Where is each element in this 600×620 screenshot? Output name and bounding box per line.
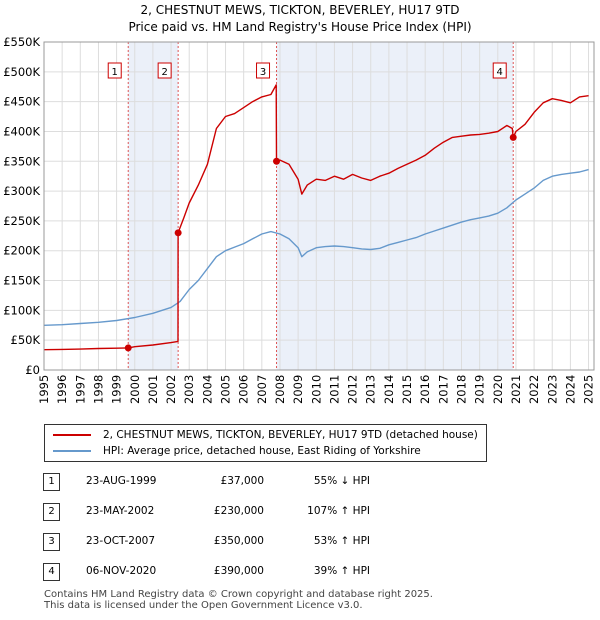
title-line-2: Price paid vs. HM Land Registry's House … — [128, 20, 472, 34]
sale-row: 1 23-AUG-1999 £37,000 55% ↓ HPI — [0, 472, 600, 492]
y-tick-label: £100K — [3, 303, 40, 317]
sale-price: £37,000 — [220, 475, 264, 487]
sale-point — [273, 157, 281, 165]
sale-price: £390,000 — [213, 565, 264, 577]
sale-date: 23-OCT-2007 — [86, 535, 155, 547]
x-tick-label: 2002 — [164, 375, 178, 404]
sale-number-badge: 4 — [43, 563, 60, 581]
x-tick-label: 2010 — [309, 375, 323, 404]
sale-marker-badge: 3 — [256, 62, 271, 79]
sale-point — [174, 229, 182, 237]
x-tick-label: 1997 — [73, 375, 87, 404]
footer-line-2: This data is licensed under the Open Gov… — [44, 600, 363, 611]
sale-marker-label: 3 — [260, 67, 266, 78]
sale-point — [509, 133, 517, 141]
legend-item-hpi: HPI: Average price, detached house, East… — [53, 443, 421, 459]
legend-label-hpi: HPI: Average price, detached house, East… — [103, 445, 421, 457]
price-chart: 1 2 3 4 £0 £50K £100K £150K £200K £250K £300K £350… — [3, 35, 596, 404]
sale-hpi-change: 53% ↑ HPI — [313, 535, 370, 547]
x-tick-label: 2009 — [291, 375, 305, 404]
footer-line-1: Contains HM Land Registry data © Crown c… — [44, 589, 433, 600]
x-tick-label: 2022 — [527, 375, 541, 404]
legend-label-property: 2, CHESTNUT MEWS, TICKTON, BEVERLEY, HU1… — [103, 429, 478, 441]
x-tick-label: 2024 — [563, 375, 577, 404]
title-line-1: 2, CHESTNUT MEWS, TICKTON, BEVERLEY, HU1… — [140, 3, 460, 17]
y-tick-label: £500K — [3, 65, 40, 79]
x-tick-label: 2017 — [436, 375, 450, 404]
sale-marker-box — [107, 62, 122, 79]
x-tick-label: 2019 — [473, 375, 487, 404]
sale-hpi-change: 107% ↑ HPI — [307, 505, 370, 517]
sale-point — [124, 344, 132, 352]
x-tick-label: 1995 — [37, 375, 51, 404]
x-tick-label: 2021 — [509, 375, 523, 404]
x-tick-label: 2015 — [400, 375, 414, 404]
shaded-period — [276, 42, 514, 370]
plot-area-border — [43, 41, 595, 371]
x-tick-label: 2012 — [346, 375, 360, 404]
sale-row: 2 23-MAY-2002 £230,000 107% ↑ HPI — [0, 502, 600, 522]
x-tick-label: 2016 — [418, 375, 432, 404]
x-tick-label: 2025 — [582, 375, 596, 404]
sale-marker-box — [492, 62, 507, 79]
x-tick-label: 1998 — [91, 375, 105, 404]
sale-marker-badge: 1 — [107, 62, 122, 79]
chart-title: 2, CHESTNUT MEWS, TICKTON, BEVERLEY, HU1… — [0, 2, 600, 36]
sale-date: 23-AUG-1999 — [86, 475, 157, 487]
y-tick-label: £50K — [11, 333, 41, 347]
x-tick-label: 2000 — [128, 375, 142, 404]
y-tick-label: £0 — [25, 363, 40, 377]
sale-price: £350,000 — [213, 535, 264, 547]
y-tick-label: £550K — [3, 35, 40, 49]
sale-marker-badge: 2 — [157, 62, 172, 79]
x-tick-label: 2018 — [454, 375, 468, 404]
legend-item-property: 2, CHESTNUT MEWS, TICKTON, BEVERLEY, HU1… — [53, 427, 478, 443]
sale-price: £230,000 — [213, 505, 264, 517]
y-tick-label: £400K — [3, 124, 40, 138]
x-tick-label: 2003 — [182, 375, 196, 404]
x-tick-label: 2006 — [237, 375, 251, 404]
sale-marker-box — [157, 62, 172, 79]
x-tick-label: 1996 — [55, 375, 69, 404]
hpi-line — [43, 168, 589, 326]
x-tick-label: 2014 — [382, 375, 396, 404]
sale-hpi-change: 39% ↑ HPI — [313, 565, 370, 577]
y-tick-label: £250K — [3, 214, 40, 228]
x-tick-label: 2007 — [255, 375, 269, 404]
sale-marker-label: 1 — [112, 67, 118, 78]
x-tick-label: 2020 — [491, 375, 505, 404]
legend-swatch-hpi — [53, 450, 91, 452]
chart-legend: 2, CHESTNUT MEWS, TICKTON, BEVERLEY, HU1… — [44, 424, 487, 462]
sale-number-badge: 3 — [43, 533, 60, 551]
sale-marker-label: 2 — [161, 67, 167, 78]
x-tick-label: 2011 — [327, 375, 341, 404]
sale-marker-badge: 4 — [492, 62, 507, 79]
sale-number-badge: 2 — [43, 503, 60, 521]
x-tick-label: 2008 — [273, 375, 287, 404]
y-tick-label: £200K — [3, 244, 40, 258]
sale-row: 3 23-OCT-2007 £350,000 53% ↑ HPI — [0, 532, 600, 552]
x-tick-label: 2023 — [545, 375, 559, 404]
sale-date: 06-NOV-2020 — [86, 565, 157, 577]
y-tick-label: £150K — [3, 274, 40, 288]
x-tick-label: 2013 — [364, 375, 378, 404]
sale-marker-box — [256, 62, 271, 79]
x-tick-label: 2001 — [146, 375, 160, 404]
y-tick-label: £350K — [3, 154, 40, 168]
x-tick-label: 1999 — [110, 375, 124, 404]
sale-row: 4 06-NOV-2020 £390,000 39% ↑ HPI — [0, 562, 600, 582]
x-tick-label: 2005 — [219, 375, 233, 404]
sale-hpi-change: 55% ↓ HPI — [313, 475, 370, 487]
y-tick-label: £300K — [3, 184, 40, 198]
sale-marker-label: 4 — [497, 67, 503, 78]
sale-number-badge: 1 — [43, 473, 60, 491]
x-tick-label: 2004 — [200, 375, 214, 404]
y-tick-label: £450K — [3, 95, 40, 109]
sale-date: 23-MAY-2002 — [86, 505, 155, 517]
footer-attribution: Contains HM Land Registry data © Crown c… — [44, 589, 433, 611]
legend-swatch-property — [53, 434, 91, 436]
